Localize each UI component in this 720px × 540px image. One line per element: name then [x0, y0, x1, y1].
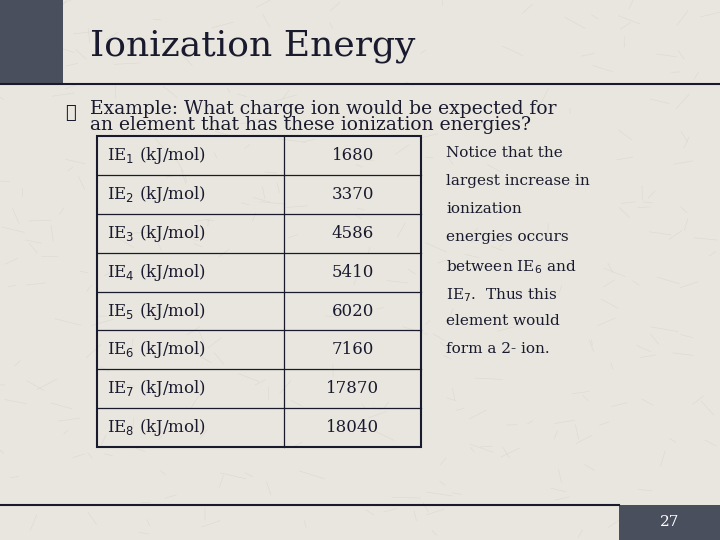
Text: IE$_6$ (kJ/mol): IE$_6$ (kJ/mol): [107, 340, 206, 360]
Text: IE$_4$ (kJ/mol): IE$_4$ (kJ/mol): [107, 262, 206, 282]
Text: between IE$_6$ and: between IE$_6$ and: [446, 258, 577, 276]
Text: ❖: ❖: [65, 104, 76, 123]
Text: Example: What charge ion would be expected for: Example: What charge ion would be expect…: [90, 100, 557, 118]
Text: IE$_7$.  Thus this: IE$_7$. Thus this: [446, 286, 558, 304]
Text: energies occurs: energies occurs: [446, 230, 569, 244]
Text: IE$_8$ (kJ/mol): IE$_8$ (kJ/mol): [107, 417, 206, 438]
Text: Notice that the: Notice that the: [446, 146, 563, 160]
Text: 4586: 4586: [332, 225, 374, 242]
Text: 6020: 6020: [332, 302, 374, 320]
Text: IE$_1$ (kJ/mol): IE$_1$ (kJ/mol): [107, 145, 206, 166]
Bar: [97, 136, 421, 447]
Text: 17870: 17870: [326, 380, 379, 397]
Text: ionization: ionization: [446, 202, 522, 216]
Bar: [619, 505, 720, 540]
Text: 27: 27: [660, 515, 679, 529]
Text: largest increase in: largest increase in: [446, 174, 590, 188]
Text: element would: element would: [446, 314, 560, 328]
Text: 7160: 7160: [332, 341, 374, 359]
Text: IE$_5$ (kJ/mol): IE$_5$ (kJ/mol): [107, 301, 206, 321]
Text: IE$_3$ (kJ/mol): IE$_3$ (kJ/mol): [107, 223, 206, 244]
Text: IE$_7$ (kJ/mol): IE$_7$ (kJ/mol): [107, 379, 206, 399]
Text: 1680: 1680: [332, 147, 374, 164]
Text: 3370: 3370: [331, 186, 374, 203]
Text: IE$_2$ (kJ/mol): IE$_2$ (kJ/mol): [107, 184, 206, 205]
Text: form a 2- ion.: form a 2- ion.: [446, 342, 550, 356]
Text: an element that has these ionization energies?: an element that has these ionization ene…: [90, 116, 531, 134]
Text: Ionization Energy: Ionization Energy: [90, 29, 415, 63]
Text: 5410: 5410: [332, 264, 374, 281]
Text: 18040: 18040: [326, 419, 379, 436]
Bar: [0, 0, 63, 84]
